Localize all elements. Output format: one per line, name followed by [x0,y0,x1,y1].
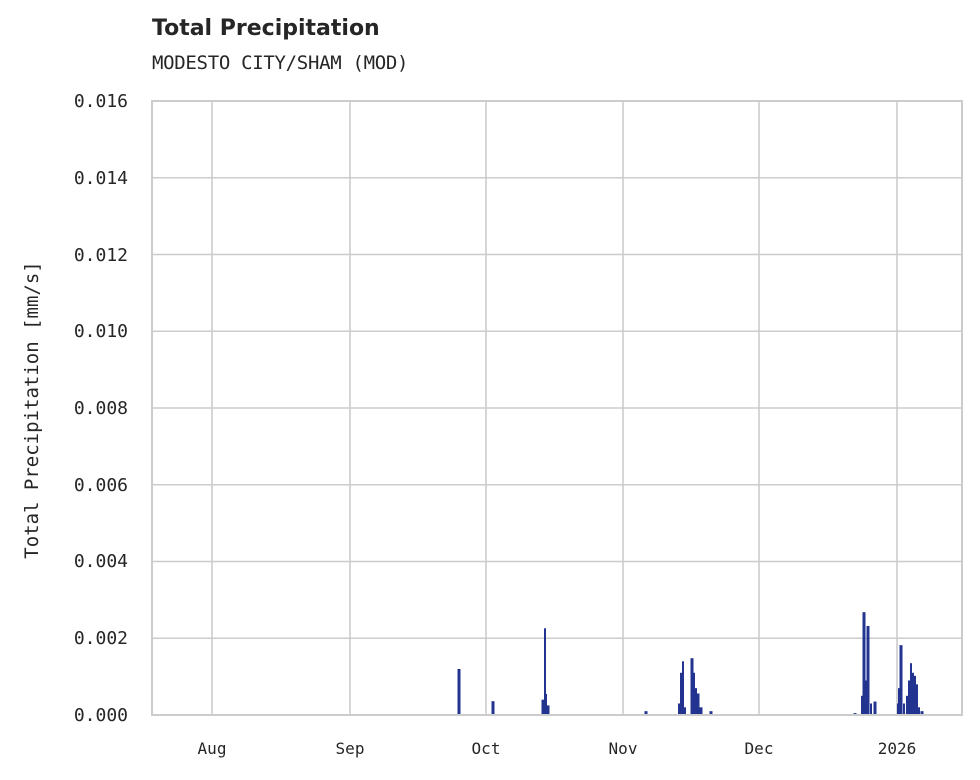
chart-title: Total Precipitation [152,16,380,41]
x-tick-label: Dec [745,739,774,758]
precipitation-bar [699,707,703,715]
x-tick-label: Oct [472,739,501,758]
precipitation-bar [682,661,684,715]
precipitation-bar [678,703,680,715]
precipitation-bar [544,628,546,715]
precipitation-bar [899,645,903,715]
precipitation-bar [680,672,682,715]
y-axis-label: Total Precipitation [mm/s] [21,261,43,558]
precipitation-bar [920,711,924,715]
y-tick-label: 0.000 [74,705,128,726]
y-tick-label: 0.004 [74,551,128,572]
precipitation-bar [903,703,905,715]
chart-subtitle: MODESTO CITY/SHAM (MOD) [152,52,409,74]
y-tick-label: 0.006 [74,475,128,496]
precipitation-bar [910,663,912,715]
precipitation-bar [696,693,700,715]
precipitation-bar [541,699,545,715]
y-tick-label: 0.002 [74,628,128,649]
precipitation-bar [695,688,697,715]
precipitation-bar [684,707,686,715]
y-tick-label: 0.012 [74,245,128,266]
x-tick-label: Sep [336,739,365,758]
precipitation-bar [545,693,547,715]
y-tick-label: 0.014 [74,168,128,189]
precipitation-bar [914,675,916,715]
x-tick-label: 2026 [878,739,917,758]
precipitation-bar [862,612,866,715]
precipitation-bar [709,711,713,715]
precipitation-bars [457,612,924,715]
y-tick-label: 0.010 [74,321,128,342]
x-tick-labels: Aug Sep Oct Nov Dec 2026 [198,739,917,758]
precipitation-bar [690,658,694,715]
precipitation-bar [546,705,550,715]
precipitation-bar [693,672,695,715]
precipitation-bar [906,695,908,715]
precipitation-bar [457,668,461,715]
precipitation-bar [866,625,870,715]
y-tick-label: 0.016 [74,91,128,112]
precipitation-bar [865,680,867,715]
x-tick-label: Nov [609,739,638,758]
precipitation-bar [898,688,900,715]
precipitation-bar [861,695,863,715]
precipitation-bar [912,672,914,715]
y-tick-label: 0.008 [74,398,128,419]
precipitation-bar [916,684,918,715]
precipitation-bar [918,707,920,715]
plot-frame [151,100,963,716]
precipitation-bar [491,701,495,715]
precipitation-bar [873,701,877,715]
x-gridlines [211,101,898,715]
precipitation-bar [644,711,648,715]
y-gridlines [152,100,962,716]
x-tick-label: Aug [198,739,227,758]
y-tick-labels: 0.000 0.002 0.004 0.006 0.008 0.010 0.01… [74,91,128,726]
precipitation-bar [870,703,872,715]
precipitation-bar [908,680,910,715]
